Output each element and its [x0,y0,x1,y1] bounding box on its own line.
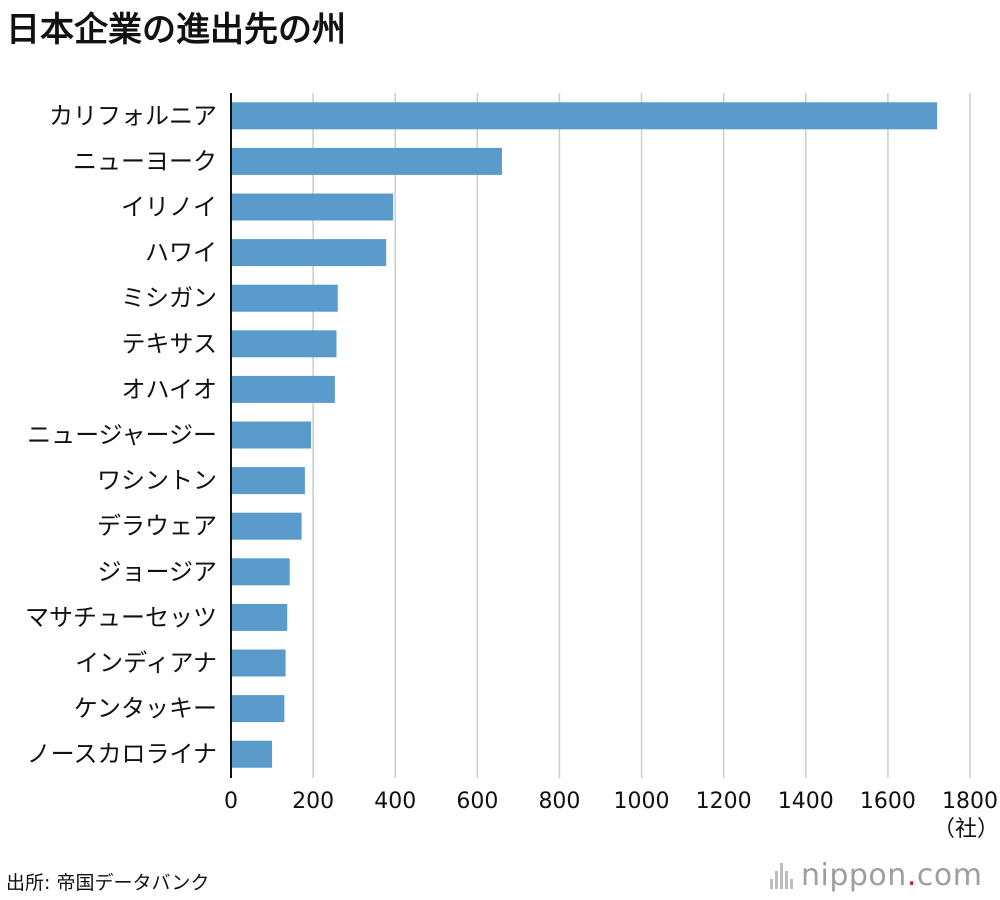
category-label: ジョージア [97,558,217,586]
x-tick-label: 0 [224,789,238,814]
bar [231,239,387,267]
category-label: マサチューセッツ [25,603,217,631]
brand-logo: nippon.com [770,858,982,893]
bar [231,421,312,449]
category-label: ノースカロライナ [27,740,217,768]
brand-wordmark: nippon.com [801,858,983,893]
bar [231,467,305,495]
bar [231,695,285,723]
bar [231,649,286,677]
x-tick-label: 1600 [860,789,916,814]
x-tick-label: 1400 [778,789,834,814]
bars [231,102,938,768]
x-tick-label: 1800 [942,789,998,814]
category-label: ミシガン [121,284,217,312]
category-label: ワシントン [97,467,217,495]
x-tick-label: 200 [292,789,334,814]
bar [231,375,335,403]
category-label: デラウェア [97,512,217,540]
bar [231,740,273,768]
bar [231,147,502,175]
category-label: ニュージャージー [27,421,217,449]
chart-title: 日本企業の進出先の州 [6,10,346,50]
x-axis-unit: （社） [933,817,999,842]
bar [231,193,394,221]
category-label: オハイオ [121,375,217,403]
gridlines [312,93,971,778]
x-tick-label: 800 [538,789,580,814]
bar [231,512,302,540]
bar [231,330,337,358]
x-tick-label: 1200 [696,789,752,814]
x-tick-label: 600 [456,789,498,814]
x-tick-label: 1000 [614,789,670,814]
bar [231,284,338,312]
bar [231,558,290,586]
source-note: 出所: 帝国データバンク [6,872,210,894]
category-label: ケンタッキー [74,695,217,723]
category-label: カリフォルニア [49,102,217,130]
bar [231,603,288,631]
category-label: イリノイ [121,193,217,221]
category-label: ハワイ [145,239,217,267]
category-label: インディアナ [75,649,217,677]
x-tick-labels: 0 200 400 600 800 1000 1200 1400 1600 1800 [224,789,998,814]
x-tick-label: 400 [374,789,416,814]
category-label: テキサス [121,330,217,358]
bar [231,102,938,130]
category-label: ニューヨーク [73,147,217,175]
nippon-logo-icon [770,862,793,889]
category-labels: カリフォルニアニューヨークイリノイハワイミシガンテキサスオハイオニュージャージー… [25,102,217,768]
